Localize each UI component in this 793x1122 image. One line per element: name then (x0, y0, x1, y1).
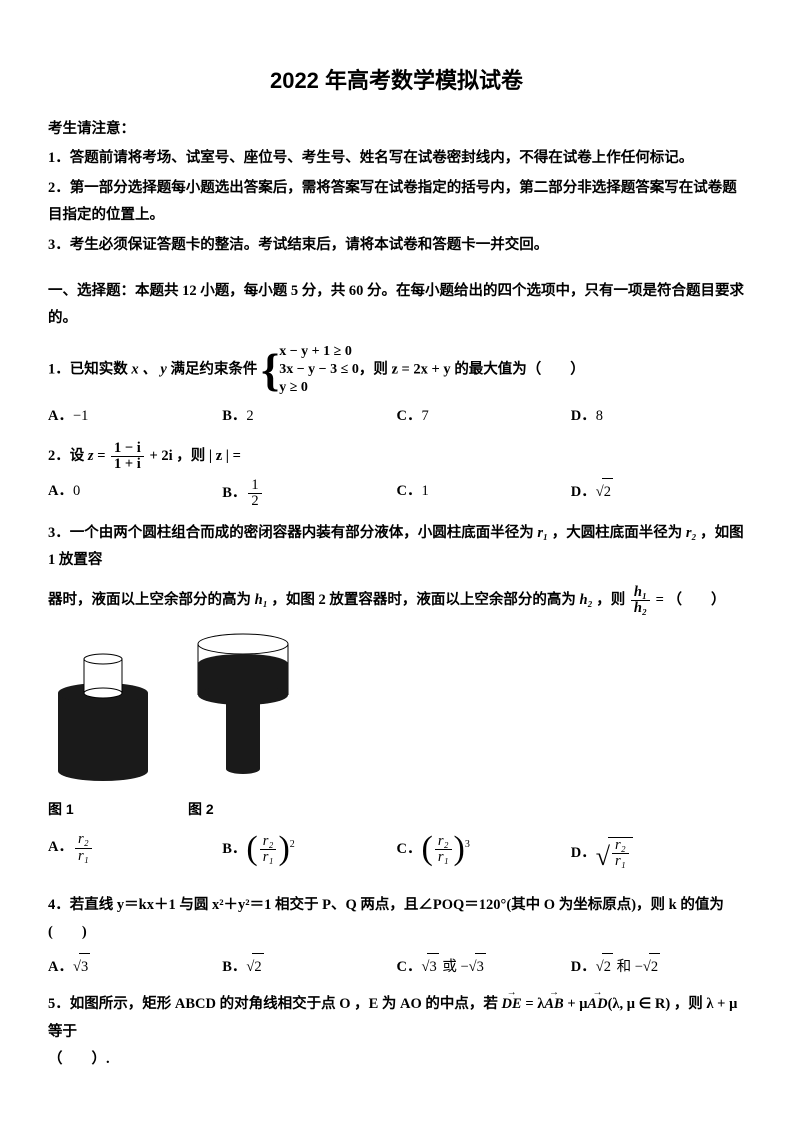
q3-h1: h₁ (255, 592, 268, 608)
q1-opt-b: B．2 (222, 403, 396, 431)
q3-frac: h₁h₂ (631, 585, 650, 616)
q3-num: 3． (48, 525, 70, 541)
q2-frac: 1 − i1 + i (111, 441, 144, 472)
q5-ad: AD (587, 991, 607, 1019)
notice-2: 2．第一部分选择题每小题选出答案后，需将答案写在试卷指定的括号内，第二部分非选择… (48, 175, 745, 230)
question-5: 5．如图所示，矩形 ABCD 的对角线相交于点 O ，E 为 AO 的中点，若 … (48, 991, 745, 1046)
question-4: 4．若直线 y＝kx＋1 与圆 x²＋y²＝1 相交于 P、Q 两点，且∠POQ… (48, 892, 745, 947)
exam-page: 2022 年高考数学模拟试卷 考生请注意： 1．答题前请将考场、试室号、座位号、… (0, 0, 793, 1122)
cylinder-fig2-icon (188, 630, 298, 785)
q3-fig2-label: 图 2 (188, 796, 298, 823)
q1-num: 1． (48, 361, 70, 377)
section-1-head: 一、选择题：本题共 12 小题，每小题 5 分，共 60 分。在每小题给出的四个… (48, 278, 745, 333)
q5-tail: （ ）. (48, 1046, 745, 1074)
q3-h2: h₂ (580, 592, 593, 608)
q3-opt-c: C．(r₂r₁)3 (397, 832, 571, 881)
q1-opt-a: A．−1 (48, 403, 222, 431)
q1-post1: ，则 (359, 361, 392, 377)
q4-opt-c: C．√3 或 −√3 (397, 953, 571, 982)
q2-opt-d: D．√2 (571, 478, 745, 509)
q4-opt-b: B．√2 (222, 953, 396, 982)
q5-ab: AB (544, 991, 563, 1019)
q1-case3: y ≥ 0 (279, 380, 308, 395)
question-2: 2．设 z = 1 − i1 + i + 2i ，则 | z | = (48, 441, 745, 472)
q3-opt-a: A．r₂r₁ (48, 832, 222, 881)
q4-text: 若直线 y＝kx＋1 与圆 x²＋y²＝1 相交于 P、Q 两点，且∠POQ＝1… (48, 897, 724, 941)
q3-options: A．r₂r₁ B．(r₂r₁)2 C．(r₂r₁)3 D．√r₂r₁ (48, 832, 745, 881)
q3-t1: 一个由两个圆柱组合而成的密闭容器内装有部分液体，小圆柱底面半径为 (70, 525, 538, 541)
q1-mid: 满足约束条件 (167, 361, 261, 377)
q3-figures: 图 1 图 2 (48, 630, 745, 822)
q3-fig2-wrap: 图 2 (188, 630, 298, 822)
q1-post2: 的最大值为（ ） (451, 361, 585, 377)
q5-de: DE (502, 991, 522, 1019)
q3-l2b: ，如图 2 放置容器时，液面以上空余部分的高为 (268, 592, 580, 608)
page-title: 2022 年高考数学模拟试卷 (48, 60, 745, 102)
q3-fig1-label: 图 1 (48, 796, 158, 823)
q3-r2: r₂ (686, 525, 697, 541)
question-3: 3．一个由两个圆柱组合而成的密闭容器内装有部分液体，小圆柱底面半径为 r₁ ，大… (48, 520, 745, 575)
q1-options: A．−1 B．2 C．7 D．8 (48, 403, 745, 431)
q5-a: 如图所示，矩形 ABCD 的对角线相交于点 O ，E 为 AO 的中点，若 (70, 996, 502, 1012)
q2-z: z = (88, 448, 109, 464)
notice-3: 3．考生必须保证答题卡的整洁。考试结束后，请将本试卷和答题卡一并交回。 (48, 232, 745, 260)
q1-vars: x 、 y (131, 361, 166, 377)
q1-pre: 已知实数 (70, 361, 132, 377)
q4-opt-a: A．√3 (48, 953, 222, 982)
q3-fig1-wrap: 图 1 (48, 645, 158, 822)
q3-t2: ，大圆柱底面半径为 (548, 525, 686, 541)
q3-l2c: ，则 (593, 592, 629, 608)
q3-l2d: = （ ） (652, 592, 726, 608)
q1-z: z = 2x + y (391, 361, 450, 377)
notice-head: 考生请注意： (48, 116, 745, 144)
q4-options: A．√3 B．√2 C．√3 或 −√3 D．√2 和 −√2 (48, 953, 745, 982)
q2-opt-a: A．0 (48, 478, 222, 509)
q2-plus: + 2i (146, 448, 173, 464)
q5-eq: = λ (522, 996, 545, 1012)
q5-paren: (λ, μ ∈ R) (608, 996, 671, 1012)
q5-plus: + μ (564, 996, 588, 1012)
q5-num: 5． (48, 996, 70, 1012)
q4-num: 4． (48, 897, 70, 913)
question-3-line2: 器时，液面以上空余部分的高为 h₁ ，如图 2 放置容器时，液面以上空余部分的高… (48, 585, 745, 616)
q2-opt-b: B．12 (222, 478, 396, 509)
q1-case1: x − y + 1 ≥ 0 (279, 344, 352, 359)
q2-post: ，则 | z | = (173, 448, 241, 464)
notice-1: 1．答题前请将考场、试室号、座位号、考生号、姓名写在试卷密封线内，不得在试卷上作… (48, 145, 745, 173)
q1-opt-d: D．8 (571, 403, 745, 431)
q4-opt-d: D．√2 和 −√2 (571, 953, 745, 982)
q2-num: 2． (48, 448, 70, 464)
q3-opt-b: B．(r₂r₁)2 (222, 832, 396, 881)
q1-opt-c: C．7 (397, 403, 571, 431)
q2-opt-c: C．1 (397, 478, 571, 509)
q2-pre: 设 (70, 448, 88, 464)
q1-case2: 3x − y − 3 ≤ 0 (279, 362, 359, 377)
q1-brace: {x − y + 1 ≥ 03x − y − 3 ≤ 0y ≥ 0 (261, 343, 359, 398)
q2-options: A．0 B．12 C．1 D．√2 (48, 478, 745, 509)
q3-opt-d: D．√r₂r₁ (571, 832, 745, 881)
question-1: 1．已知实数 x 、 y 满足约束条件 {x − y + 1 ≥ 03x − y… (48, 343, 745, 398)
cylinder-fig1-icon (48, 645, 158, 785)
q3-l2a: 器时，液面以上空余部分的高为 (48, 592, 255, 608)
q3-r1: r₁ (537, 525, 548, 541)
